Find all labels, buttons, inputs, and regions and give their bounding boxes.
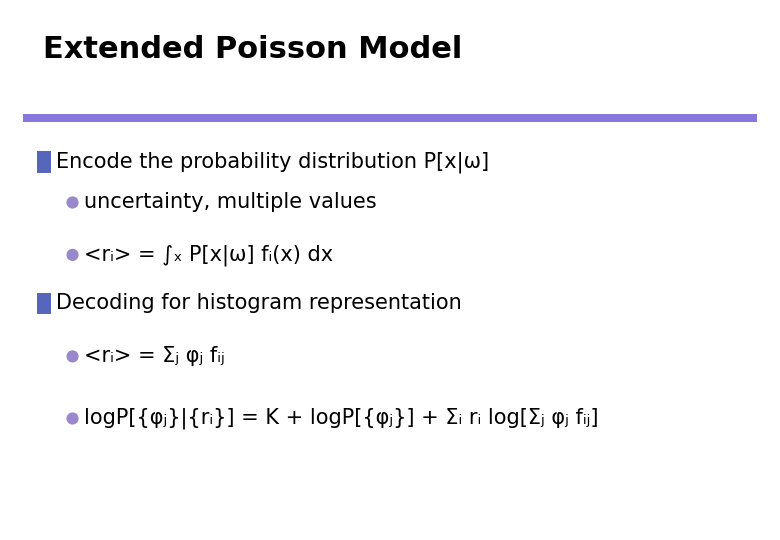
- Text: Extended Poisson Model: Extended Poisson Model: [43, 35, 463, 64]
- Ellipse shape: [67, 197, 78, 208]
- FancyBboxPatch shape: [37, 293, 51, 314]
- Ellipse shape: [67, 249, 78, 260]
- FancyBboxPatch shape: [37, 151, 51, 173]
- Text: Decoding for histogram representation: Decoding for histogram representation: [56, 293, 462, 314]
- Text: <rᵢ> = Σⱼ φⱼ fᵢⱼ: <rᵢ> = Σⱼ φⱼ fᵢⱼ: [84, 346, 225, 367]
- Text: logP[{φⱼ}|{rᵢ}] = K + logP[{φⱼ}] + Σᵢ rᵢ log[Σⱼ φⱼ fᵢⱼ]: logP[{φⱼ}|{rᵢ}] = K + logP[{φⱼ}] + Σᵢ rᵢ…: [84, 408, 599, 429]
- Text: Encode the probability distribution P[x|ω]: Encode the probability distribution P[x|…: [56, 151, 489, 173]
- FancyBboxPatch shape: [23, 114, 757, 122]
- Ellipse shape: [67, 351, 78, 362]
- Text: uncertainty, multiple values: uncertainty, multiple values: [84, 192, 377, 213]
- Text: <rᵢ> = ∫ₓ P[x|ω] fᵢ(x) dx: <rᵢ> = ∫ₓ P[x|ω] fᵢ(x) dx: [84, 244, 333, 266]
- Ellipse shape: [67, 413, 78, 424]
